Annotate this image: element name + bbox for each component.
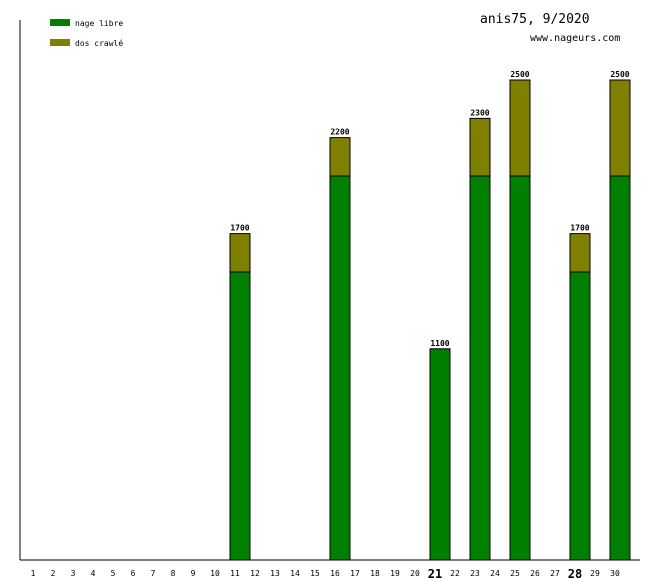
data-label-11: 1700 bbox=[230, 224, 249, 233]
x-tick-label-1: 1 bbox=[31, 569, 36, 578]
x-tick-label-5: 5 bbox=[111, 569, 116, 578]
x-tick-label-23: 23 bbox=[470, 569, 480, 578]
x-tick-label-14: 14 bbox=[290, 569, 300, 578]
x-tick-label-8: 8 bbox=[171, 569, 176, 578]
chart-subtitle: www.nageurs.com bbox=[530, 33, 620, 44]
data-label-21: 1100 bbox=[430, 339, 449, 348]
legend: nage libre dos crawlé bbox=[50, 19, 123, 48]
x-tick-label-30: 30 bbox=[610, 569, 620, 578]
data-labels-group: 1700 2200 1100 2300 2500 1700 2500 bbox=[230, 70, 629, 348]
legend-label-2: dos crawlé bbox=[75, 38, 123, 48]
x-tick-label-27: 27 bbox=[550, 569, 560, 578]
x-tick-label-15: 15 bbox=[310, 569, 320, 578]
data-label-23: 2300 bbox=[470, 108, 489, 117]
bar-segment-30-s1 bbox=[609, 175, 631, 561]
x-tick-label-29: 29 bbox=[590, 569, 600, 578]
x-tick-label-20: 20 bbox=[410, 569, 420, 578]
x-tick-label-25: 25 bbox=[510, 569, 520, 578]
data-label-28: 1700 bbox=[570, 224, 589, 233]
bar-segment-23-s1 bbox=[469, 175, 491, 561]
x-tick-label-2: 2 bbox=[51, 569, 56, 578]
x-tick-label-7: 7 bbox=[151, 569, 156, 578]
bar-segment-21-s1 bbox=[429, 348, 451, 561]
x-tick-label-12: 12 bbox=[250, 569, 260, 578]
x-tick-label-11: 11 bbox=[230, 569, 240, 578]
x-tick-label-4: 4 bbox=[91, 569, 96, 578]
bar-segment-16-s2 bbox=[329, 137, 351, 177]
bar-segment-30-s2 bbox=[609, 79, 631, 177]
bar-segment-16-s1 bbox=[329, 175, 351, 561]
x-tick-label-9: 9 bbox=[191, 569, 196, 578]
legend-label-1: nage libre bbox=[75, 19, 123, 28]
data-label-16: 2200 bbox=[330, 128, 349, 137]
legend-swatch-1 bbox=[50, 19, 70, 26]
x-tick-label-22: 22 bbox=[450, 569, 460, 578]
bar-segment-11-s2 bbox=[229, 233, 251, 273]
x-tick-label-16: 16 bbox=[330, 569, 340, 578]
x-tick-label-10: 10 bbox=[210, 569, 220, 578]
data-label-25: 2500 bbox=[510, 70, 529, 79]
x-tick-label-26: 26 bbox=[530, 569, 540, 578]
bar-segment-11-s1 bbox=[229, 271, 251, 561]
bar-segment-25-s1 bbox=[509, 175, 531, 561]
chart-title: anis75, 9/2020 bbox=[480, 12, 590, 27]
bar-segment-23-s2 bbox=[469, 117, 491, 177]
data-label-30: 2500 bbox=[610, 70, 629, 79]
x-tick-label-17: 17 bbox=[350, 569, 360, 578]
x-tick-label-28: 28 bbox=[568, 567, 582, 580]
x-tick-label-19: 19 bbox=[390, 569, 400, 578]
legend-swatch-2 bbox=[50, 39, 70, 46]
x-tick-labels-group: 1 2 3 4 5 6 7 8 9 10 11 12 13 14 15 16 17 18 19 20 21 22 23 24 2… bbox=[31, 567, 620, 580]
bar-segment-25-s2 bbox=[509, 79, 531, 177]
bar-segment-28-s1 bbox=[569, 271, 591, 561]
bar-segment-28-s2 bbox=[569, 233, 591, 273]
x-tick-label-13: 13 bbox=[270, 569, 280, 578]
x-tick-label-3: 3 bbox=[71, 569, 76, 578]
x-tick-label-24: 24 bbox=[490, 569, 500, 578]
x-tick-label-6: 6 bbox=[131, 569, 136, 578]
bars-group bbox=[229, 79, 631, 561]
x-tick-label-18: 18 bbox=[370, 569, 380, 578]
x-tick-label-21: 21 bbox=[428, 567, 442, 580]
